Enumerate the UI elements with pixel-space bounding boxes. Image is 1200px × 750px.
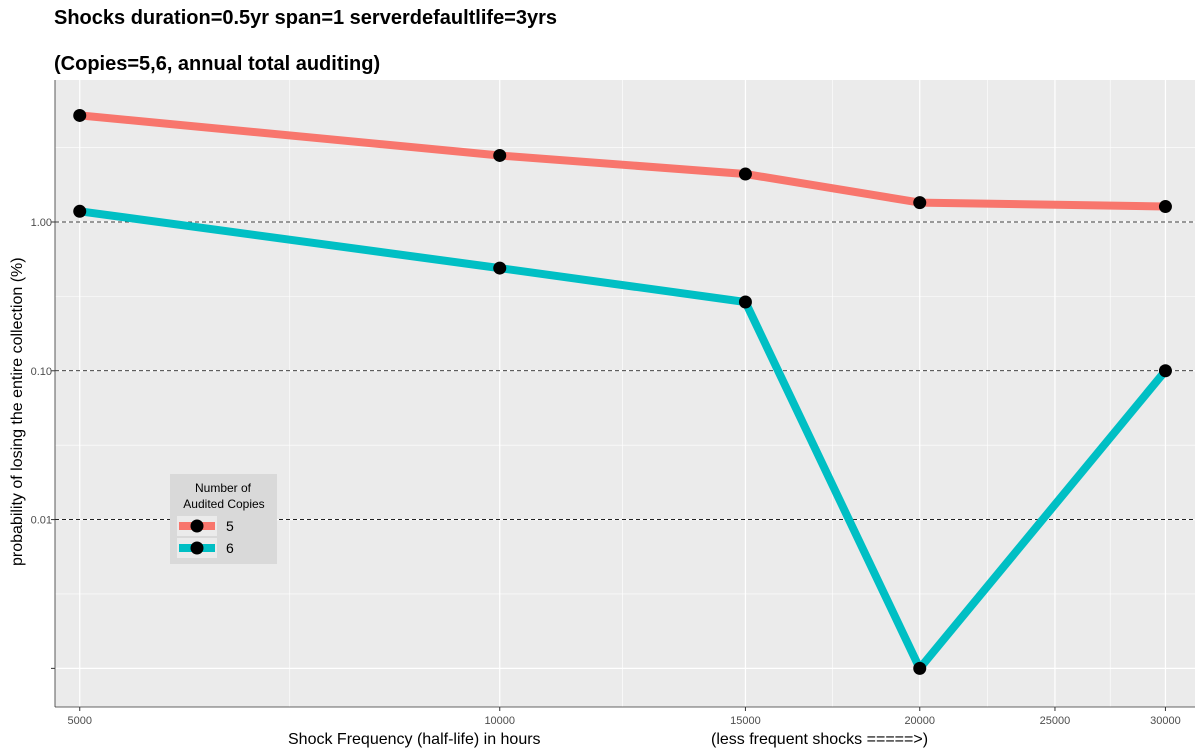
legend: Number of Audited Copies 56 [170,474,277,564]
legend-label: 5 [226,518,234,534]
data-point-5 [913,196,927,210]
plot-panel [55,80,1195,707]
x-axis-note: (less frequent shocks =====>) [711,731,928,748]
legend-title-line2: Audited Copies [183,497,264,511]
legend-label: 6 [226,540,234,556]
data-point-6 [1158,364,1172,378]
data-point-6 [73,204,87,218]
y-tick-label: 0.10 [31,366,52,378]
data-point-5 [493,148,507,162]
x-tick-label: 25000 [1040,715,1071,727]
y-axis-title: probability of losing the entire collect… [9,257,26,566]
x-axis: 5000 10000 15000 20000 25000 30000 [55,706,1195,727]
y-axis: 0.01 0.10 1.00 [31,80,56,707]
x-tick-label: 30000 [1150,715,1181,727]
y-tick-label: 1.00 [31,217,52,229]
series-layer [73,108,1172,675]
y-tick-label: 0.01 [31,515,52,527]
chart-subtitle: (Copies=5,6, annual total auditing) [54,53,380,75]
data-point-5 [1158,200,1172,214]
x-tick-label: 20000 [904,715,935,727]
data-point-5 [73,108,87,122]
x-tick-label: 5000 [67,715,91,727]
x-tick-label: 10000 [484,715,515,727]
chart-title: Shocks duration=0.5yr span=1 serverdefau… [54,7,557,29]
legend-title-line1: Number of [195,481,252,495]
data-point-6 [493,261,507,275]
legend-entries: 56 [177,516,234,558]
legend-key-point [190,519,204,533]
legend-key-point [190,541,204,555]
data-point-6 [913,661,927,675]
data-point-5 [738,167,752,181]
x-tick-label: 15000 [730,715,761,727]
data-point-6 [738,295,752,309]
x-axis-title: Shock Frequency (half-life) in hours [288,731,541,748]
